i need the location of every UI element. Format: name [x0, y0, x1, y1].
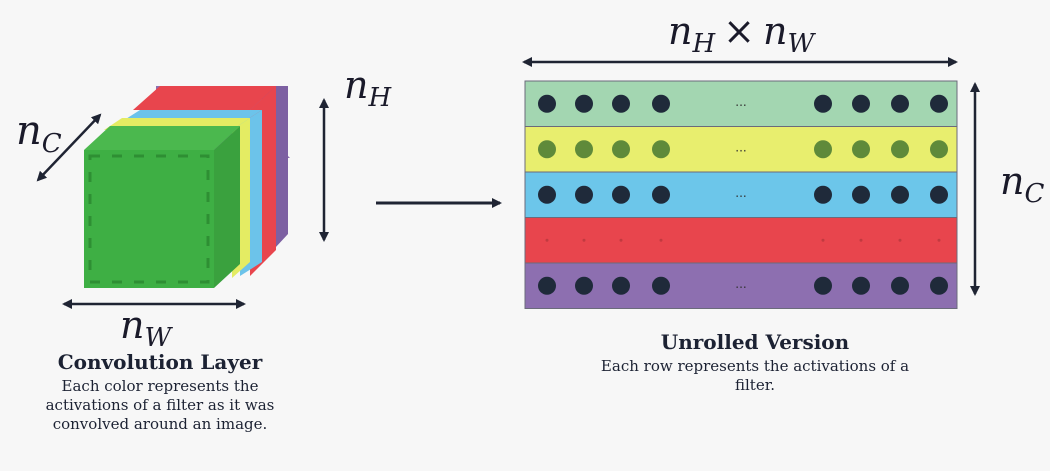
activation-dot: [814, 94, 832, 113]
row-green: ...: [524, 80, 958, 127]
activation-dot: [545, 238, 549, 242]
ellipsis: ...: [735, 186, 746, 200]
activation-dot: [582, 238, 586, 242]
activation-dot: [612, 185, 630, 204]
activation-dot: [814, 140, 832, 159]
activation-dot: [852, 185, 870, 204]
activation-dot: [538, 94, 556, 113]
cube: [84, 86, 290, 288]
unrolled-caption: Unrolled Version Each row represents the…: [600, 330, 910, 395]
activation-dot: [538, 185, 556, 204]
row-purple: ...: [524, 262, 958, 309]
activation-dot: [659, 238, 663, 242]
unrolled-description: Each row represents the activations of a…: [600, 357, 910, 394]
activation-dot: [575, 185, 593, 204]
activation-dot: [652, 140, 670, 159]
unrolled-rows: ............: [524, 80, 958, 309]
convolution-title: Convolution Layer: [57, 350, 263, 374]
ellipsis: ...: [735, 277, 746, 291]
row-yellow: ...: [524, 126, 958, 173]
activation-dot: [538, 276, 556, 295]
activation-dot: [821, 238, 825, 242]
activation-dot: [891, 94, 909, 113]
ellipsis: ...: [735, 95, 746, 109]
label-hw-product: nH × nW: [668, 9, 817, 59]
activation-dot: [612, 94, 630, 113]
convolution-caption: Convolution Layer Each color represents …: [30, 350, 290, 434]
activation-dot: [652, 276, 670, 295]
activation-dot: [930, 276, 948, 295]
activation-dot: [538, 140, 556, 159]
activation-dot: [575, 140, 593, 159]
activation-dot: [852, 94, 870, 113]
activation-dot: [891, 276, 909, 295]
activation-dot: [891, 140, 909, 159]
row-blue: ...: [524, 171, 958, 218]
cube-layer-green: [84, 126, 240, 288]
activation-dot: [898, 238, 902, 242]
activation-dot: [859, 238, 863, 242]
activation-dot: [814, 185, 832, 204]
activation-dot: [852, 140, 870, 159]
activation-dot: [652, 185, 670, 204]
convolution-description: Each color represents the activations of…: [45, 377, 275, 433]
activation-dot: [575, 94, 593, 113]
activation-dot: [852, 276, 870, 295]
unrolled-title: Unrolled Version: [660, 330, 850, 354]
activation-dot: [575, 276, 593, 295]
activation-dot: [930, 140, 948, 159]
activation-dot: [612, 276, 630, 295]
activation-dot: [652, 94, 670, 113]
activation-dot: [814, 276, 832, 295]
activation-dot: [930, 185, 948, 204]
label-height: nH: [344, 63, 392, 113]
activation-dot: [612, 140, 630, 159]
activation-dot: [930, 94, 948, 113]
activation-dot: [891, 185, 909, 204]
label-channels-left: nC: [16, 108, 62, 159]
row-red: [524, 217, 958, 264]
activation-dot: [619, 238, 623, 242]
depth-arrow: [36, 113, 102, 182]
activation-dot: [937, 238, 941, 242]
label-width: nW: [120, 303, 173, 353]
ellipsis: ...: [735, 140, 746, 154]
label-channels-right: nC: [1000, 159, 1044, 209]
